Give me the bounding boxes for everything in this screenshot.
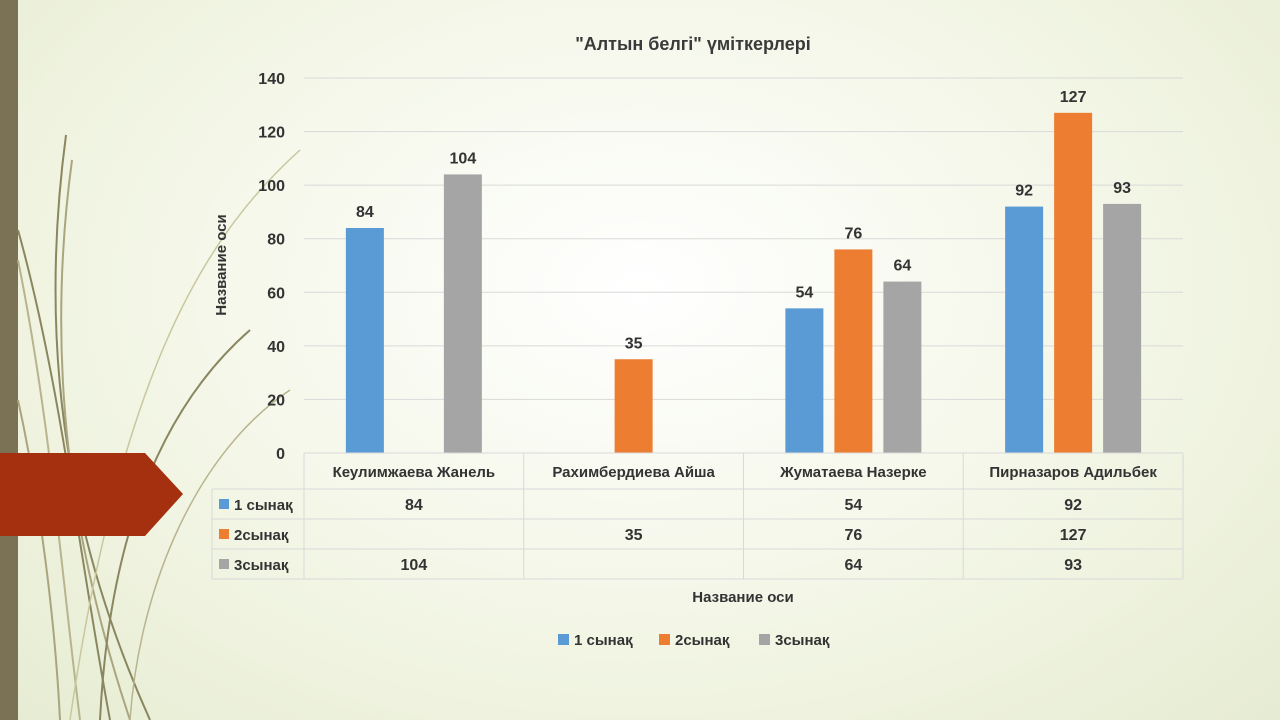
- data-table: Кеулимжаева Жанель Рахимбердиева Айша Жума…: [211, 452, 1184, 580]
- table-cell: 76: [844, 527, 862, 544]
- legend-key: [759, 634, 770, 645]
- chart-title: "Алтын белгі" үміткерлері: [575, 34, 811, 54]
- arrow-shape: [0, 453, 183, 536]
- y-tick-label: 140: [258, 71, 285, 88]
- table-cell: 54: [844, 497, 862, 514]
- y-tick-label: 100: [258, 178, 285, 195]
- gridlines: [304, 77, 1183, 454]
- bar: [785, 308, 824, 453]
- table-cell: 35: [625, 527, 643, 544]
- category-label: Жуматаева Назерке: [779, 464, 926, 481]
- left-accent-bar: [0, 0, 18, 720]
- table-cell: 104: [401, 557, 428, 574]
- data-label: 92: [1015, 183, 1033, 200]
- data-label: 35: [625, 335, 643, 352]
- legend-label: 1 сынақ: [574, 632, 633, 649]
- category-label: Кеулимжаева Жанель: [333, 464, 496, 481]
- series-key: [219, 499, 229, 509]
- y-tick-label: 60: [267, 285, 285, 302]
- legend-label: 3сынақ: [775, 632, 830, 649]
- bar: [1005, 206, 1044, 453]
- table-cell: 93: [1064, 557, 1082, 574]
- data-label: 127: [1060, 89, 1087, 106]
- table-cell: 127: [1060, 527, 1087, 544]
- legend-key: [659, 634, 670, 645]
- y-axis-title: Название оси: [213, 214, 230, 316]
- bar: [443, 174, 482, 453]
- data-labels: 84 104 35 54 76 64 92 127 93: [356, 89, 1131, 352]
- bar: [1103, 203, 1142, 453]
- bar: [345, 228, 384, 453]
- table-cell: 64: [844, 557, 862, 574]
- y-tick-label: 20: [267, 392, 285, 409]
- series-key: [219, 559, 229, 569]
- data-label: 93: [1113, 180, 1131, 197]
- series-name: 3сынақ: [234, 557, 289, 574]
- bar: [614, 359, 653, 453]
- data-label: 104: [450, 150, 477, 167]
- legend-key: [558, 634, 569, 645]
- y-tick-label: 0: [276, 446, 285, 463]
- y-tick-label: 80: [267, 232, 285, 249]
- series-name: 2сынақ: [234, 527, 289, 544]
- table-cell: 84: [405, 497, 423, 514]
- series-name: 1 сынақ: [234, 497, 293, 514]
- data-label: 64: [893, 258, 911, 275]
- series-key: [219, 529, 229, 539]
- bar: [834, 249, 873, 453]
- data-label: 54: [795, 284, 813, 301]
- bars: [345, 112, 1142, 454]
- y-axis-ticks: 0 20 40 60 80 100 120 140: [258, 71, 285, 463]
- data-label: 84: [356, 204, 374, 221]
- data-label: 76: [844, 225, 862, 242]
- legend: 1 сынақ 2сынақ 3сынақ: [558, 632, 830, 649]
- y-tick-label: 120: [258, 125, 285, 142]
- category-label: Рахимбердиева Айша: [552, 464, 715, 481]
- category-label: Пирназаров Адильбек: [989, 464, 1157, 481]
- x-axis-title: Название оси: [692, 589, 794, 606]
- y-tick-label: 40: [267, 339, 285, 356]
- bar: [883, 281, 922, 453]
- bar: [1054, 112, 1093, 454]
- legend-label: 2сынақ: [675, 632, 730, 649]
- table-cell: 92: [1064, 497, 1082, 514]
